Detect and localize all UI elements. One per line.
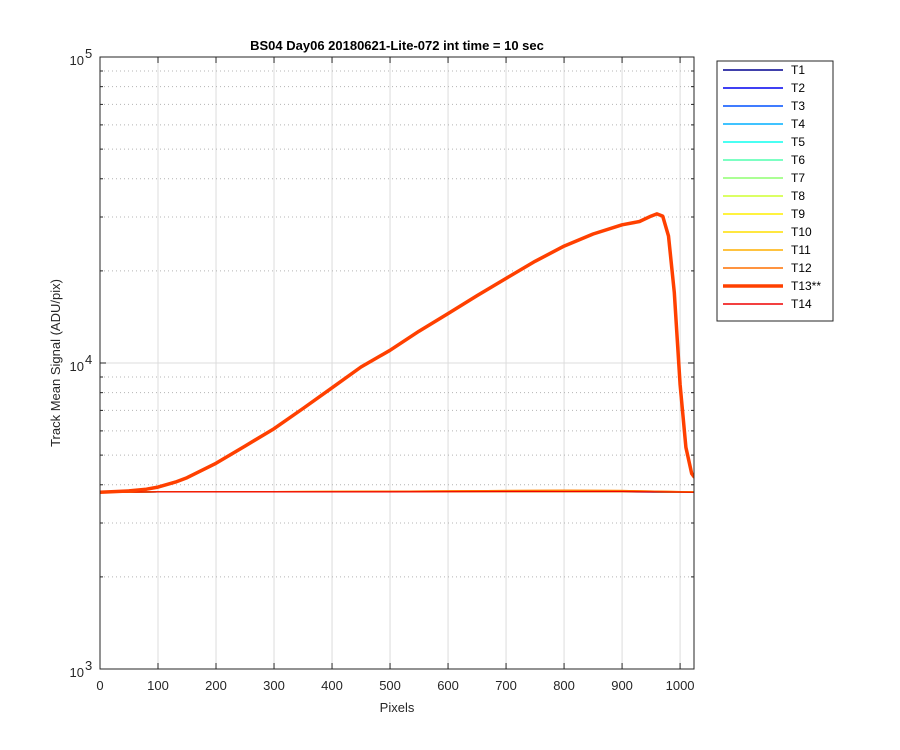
y-axis-label: Track Mean Signal (ADU/pix) xyxy=(48,279,63,447)
legend-label: T3 xyxy=(791,99,805,113)
chart-title: BS04 Day06 20180621-Lite-072 int time = … xyxy=(250,38,544,53)
series-line-t13 xyxy=(100,212,694,495)
legend-box xyxy=(716,60,834,322)
legend-item: T2 xyxy=(723,81,805,95)
x-tick-label: 0 xyxy=(96,678,103,693)
legend: T1 T2 T3 T4 T5 T6 T7 T8 T9 T10 T11 T12 T13** T14 xyxy=(716,60,834,322)
y-tick-label: 10 4 xyxy=(70,352,93,374)
y-tick-label-base: 10 xyxy=(70,665,84,680)
x-tick-label: 300 xyxy=(263,678,285,693)
legend-item: T8 xyxy=(723,189,805,203)
legend-item: T9 xyxy=(723,207,805,221)
legend-item: T11 xyxy=(723,243,811,257)
x-tick-label: 400 xyxy=(321,678,343,693)
x-tick-label: 700 xyxy=(495,678,517,693)
legend-item: T3 xyxy=(723,99,805,113)
x-tick-label: 200 xyxy=(205,678,227,693)
x-tick-label: 500 xyxy=(379,678,401,693)
legend-label: T10 xyxy=(791,225,812,239)
y-tick-label-exponent: 4 xyxy=(85,352,92,367)
legend-item: T10 xyxy=(723,225,812,239)
legend-item: T7 xyxy=(723,171,805,185)
legend-label: T11 xyxy=(791,243,811,257)
legend-label: T1 xyxy=(791,63,805,77)
x-tick-label: 900 xyxy=(611,678,633,693)
y-tick-label-exponent: 3 xyxy=(85,658,92,673)
legend-label: T4 xyxy=(791,117,805,131)
legend-label: T8 xyxy=(791,189,805,203)
y-tick-label-base: 10 xyxy=(70,53,84,68)
series-line-t14 xyxy=(100,491,694,493)
series-lines xyxy=(100,212,694,495)
legend-item: T1 xyxy=(723,63,805,77)
legend-item: T12 xyxy=(723,261,812,275)
legend-label: T5 xyxy=(791,135,805,149)
legend-label: T2 xyxy=(791,81,805,95)
legend-item: T4 xyxy=(723,117,805,131)
y-tick-label-exponent: 5 xyxy=(85,46,92,61)
legend-item: T14 xyxy=(723,297,812,311)
x-tick-label: 1000 xyxy=(666,678,695,693)
legend-label: T14 xyxy=(791,297,812,311)
x-tick-label: 800 xyxy=(553,678,575,693)
x-tick-label: 600 xyxy=(437,678,459,693)
legend-item: T13** xyxy=(723,279,821,293)
y-tick-label: 10 5 xyxy=(70,46,93,68)
legend-label: T7 xyxy=(791,171,805,185)
x-tick-label: 100 xyxy=(147,678,169,693)
ticks xyxy=(99,56,694,670)
legend-item: T6 xyxy=(723,153,805,167)
legend-label: T13** xyxy=(791,279,821,293)
legend-item: T5 xyxy=(723,135,805,149)
legend-items: T1 T2 T3 T4 T5 T6 T7 T8 T9 T10 T11 T12 T13** T14 xyxy=(723,63,821,311)
legend-label: T9 xyxy=(791,207,805,221)
x-axis-label: Pixels xyxy=(380,700,415,715)
legend-label: T6 xyxy=(791,153,805,167)
y-tick-label: 10 3 xyxy=(70,658,93,680)
x-tick-labels: 0 100 200 300 400 500 600 700 800 900 1000 xyxy=(96,678,694,693)
y-tick-label-base: 10 xyxy=(70,359,84,374)
legend-label: T12 xyxy=(791,261,812,275)
